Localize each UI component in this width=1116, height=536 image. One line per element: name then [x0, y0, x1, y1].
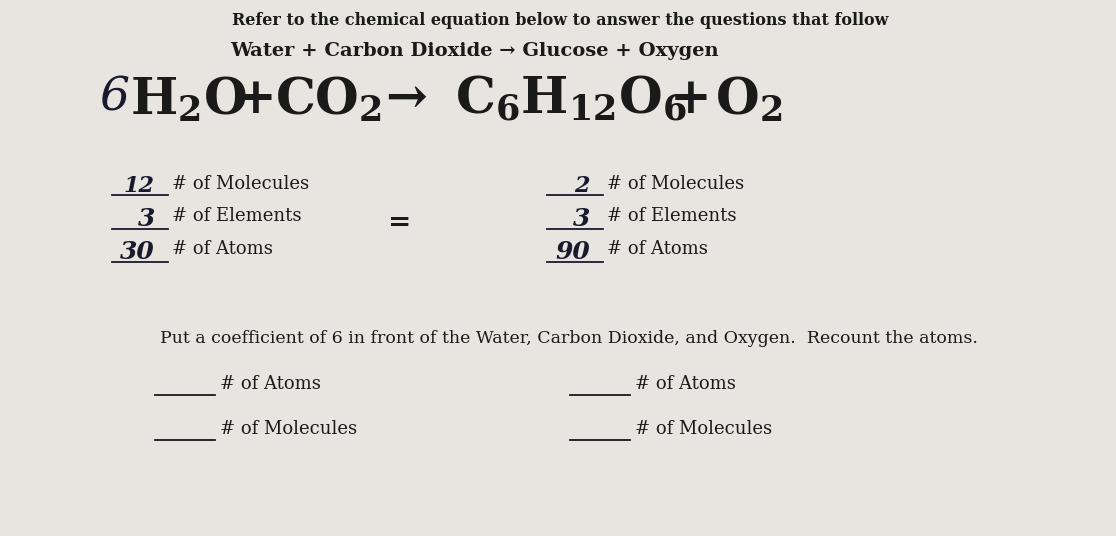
Text: →: → [385, 75, 427, 124]
Text: Put a coefficient of 6 in front of the Water, Carbon Dioxide, and Oxygen.  Recou: Put a coefficient of 6 in front of the W… [160, 330, 978, 347]
Text: # of Atoms: # of Atoms [607, 240, 708, 258]
Text: # of Elements: # of Elements [607, 207, 737, 225]
Text: # of Molecules: # of Molecules [635, 420, 772, 438]
Text: 2: 2 [575, 175, 590, 197]
Text: +: + [670, 75, 712, 124]
Text: 3: 3 [573, 207, 590, 231]
Text: 90: 90 [556, 240, 590, 264]
Text: # of Atoms: # of Atoms [220, 375, 321, 393]
Text: Water + Carbon Dioxide → Glucose + Oxygen: Water + Carbon Dioxide → Glucose + Oxyge… [230, 42, 719, 60]
Text: # of Atoms: # of Atoms [172, 240, 273, 258]
Text: $\mathregular{C_6H_{12}O_6}$: $\mathregular{C_6H_{12}O_6}$ [455, 75, 687, 125]
Text: $\mathregular{H_2O}$: $\mathregular{H_2O}$ [129, 75, 247, 125]
Text: # of Molecules: # of Molecules [607, 175, 744, 193]
Text: =: = [388, 209, 412, 236]
Text: # of Molecules: # of Molecules [220, 420, 357, 438]
Text: 6: 6 [100, 75, 131, 120]
Text: $\mathregular{O_2}$: $\mathregular{O_2}$ [715, 75, 782, 125]
Text: # of Atoms: # of Atoms [635, 375, 735, 393]
Text: $\mathregular{CO_2}$: $\mathregular{CO_2}$ [275, 75, 382, 125]
Text: 3: 3 [137, 207, 155, 231]
Text: +: + [235, 75, 277, 124]
Text: # of Molecules: # of Molecules [172, 175, 309, 193]
Text: # of Elements: # of Elements [172, 207, 301, 225]
Text: 12: 12 [124, 175, 155, 197]
Text: Refer to the chemical equation below to answer the questions that follow: Refer to the chemical equation below to … [232, 12, 888, 29]
Text: 30: 30 [121, 240, 155, 264]
